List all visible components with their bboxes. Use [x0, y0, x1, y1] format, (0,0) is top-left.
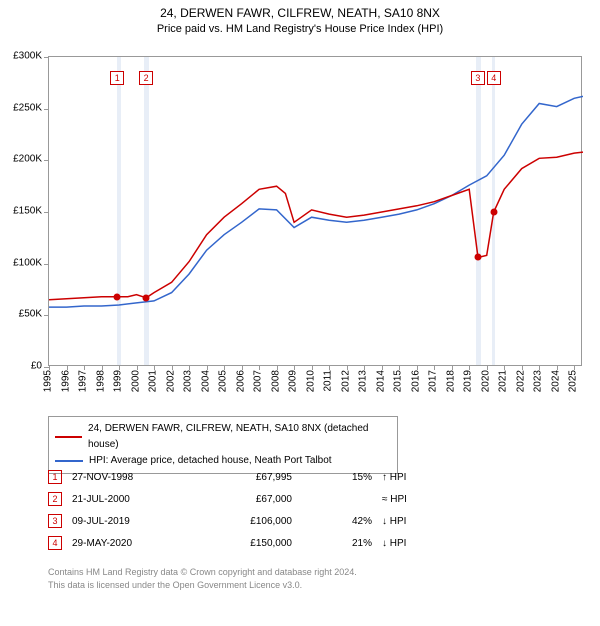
- row-marker: 2: [48, 492, 62, 506]
- table-row: 4 29-MAY-2020 £150,000 21% ↓ HPI: [48, 532, 422, 554]
- transaction-price: £106,000: [202, 516, 292, 527]
- y-axis-label: £100K: [0, 257, 42, 268]
- footnote-line-1: Contains HM Land Registry data © Crown c…: [48, 566, 357, 579]
- x-axis-label: 2005: [218, 370, 229, 392]
- transaction-price: £67,995: [202, 472, 292, 483]
- x-axis-label: 2024: [550, 370, 561, 392]
- x-axis-label: 2016: [410, 370, 421, 392]
- chart-marker: 4: [487, 71, 501, 85]
- transaction-date: 27-NOV-1998: [72, 472, 192, 483]
- y-axis-label: £300K: [0, 51, 42, 62]
- chart-marker: 2: [139, 71, 153, 85]
- x-axis-label: 2025: [568, 370, 579, 392]
- legend-item: 24, DERWEN FAWR, CILFREW, NEATH, SA10 8N…: [55, 421, 391, 453]
- chart-marker: 3: [471, 71, 485, 85]
- x-axis-label: 2021: [498, 370, 509, 392]
- legend-swatch: [55, 460, 83, 462]
- hpi-line: [49, 96, 583, 307]
- x-axis-label: 2023: [533, 370, 544, 392]
- legend-swatch: [55, 436, 82, 438]
- table-row: 2 21-JUL-2000 £67,000 ≈ HPI: [48, 488, 422, 510]
- x-axis-label: 2010: [305, 370, 316, 392]
- x-axis-label: 2022: [515, 370, 526, 392]
- chart-title: 24, DERWEN FAWR, CILFREW, NEATH, SA10 8N…: [0, 6, 600, 20]
- x-axis-label: 2004: [200, 370, 211, 392]
- x-axis-label: 2012: [340, 370, 351, 392]
- x-axis-label: 1997: [78, 370, 89, 392]
- transaction-price: £67,000: [202, 494, 292, 505]
- transaction-date: 29-MAY-2020: [72, 538, 192, 549]
- x-axis-label: 2000: [130, 370, 141, 392]
- x-axis-label: 2018: [445, 370, 456, 392]
- y-axis-label: £50K: [0, 309, 42, 320]
- chart-area: 1 2 34: [48, 56, 582, 366]
- transaction-pct: 21%: [302, 538, 372, 549]
- legend-label: 24, DERWEN FAWR, CILFREW, NEATH, SA10 8N…: [88, 421, 391, 453]
- x-axis-label: 2006: [235, 370, 246, 392]
- x-axis-label: 1998: [95, 370, 106, 392]
- x-axis-label: 2009: [288, 370, 299, 392]
- chart-subtitle: Price paid vs. HM Land Registry's House …: [0, 23, 600, 35]
- y-axis-label: £0: [0, 361, 42, 372]
- x-axis-label: 2019: [463, 370, 474, 392]
- x-axis-label: 2017: [428, 370, 439, 392]
- data-point: [114, 293, 121, 300]
- transaction-vs-hpi: ↑ HPI: [382, 472, 422, 483]
- transaction-vs-hpi: ≈ HPI: [382, 494, 422, 505]
- data-point: [143, 294, 150, 301]
- transaction-vs-hpi: ↓ HPI: [382, 516, 422, 527]
- row-marker: 1: [48, 470, 62, 484]
- transaction-vs-hpi: ↓ HPI: [382, 538, 422, 549]
- chart-marker: 1: [110, 71, 124, 85]
- row-marker: 3: [48, 514, 62, 528]
- transaction-date: 21-JUL-2000: [72, 494, 192, 505]
- x-axis-label: 1995: [43, 370, 54, 392]
- x-axis-label: 2013: [358, 370, 369, 392]
- transaction-price: £150,000: [202, 538, 292, 549]
- x-axis-label: 2008: [270, 370, 281, 392]
- x-axis-label: 2002: [165, 370, 176, 392]
- data-point: [490, 209, 497, 216]
- data-point: [474, 254, 481, 261]
- transactions-table: 1 27-NOV-1998 £67,995 15% ↑ HPI 2 21-JUL-2000 £…: [48, 466, 422, 554]
- y-axis-label: £150K: [0, 206, 42, 217]
- property-line: [49, 152, 583, 300]
- y-axis-label: £250K: [0, 102, 42, 113]
- x-axis-label: 2020: [480, 370, 491, 392]
- transaction-date: 09-JUL-2019: [72, 516, 192, 527]
- x-axis-label: 1996: [60, 370, 71, 392]
- transaction-pct: 15%: [302, 472, 372, 483]
- y-axis-label: £200K: [0, 154, 42, 165]
- x-axis-label: 2003: [183, 370, 194, 392]
- chart-svg: [49, 57, 583, 367]
- x-axis-label: 2011: [323, 370, 334, 392]
- table-row: 3 09-JUL-2019 £106,000 42% ↓ HPI: [48, 510, 422, 532]
- footnote: Contains HM Land Registry data © Crown c…: [48, 566, 357, 592]
- x-axis-label: 2014: [375, 370, 386, 392]
- x-axis-label: 2007: [253, 370, 264, 392]
- footnote-line-2: This data is licensed under the Open Gov…: [48, 579, 357, 592]
- x-axis-label: 1999: [113, 370, 124, 392]
- row-marker: 4: [48, 536, 62, 550]
- x-axis-label: 2001: [148, 370, 159, 392]
- x-axis-label: 2015: [393, 370, 404, 392]
- table-row: 1 27-NOV-1998 £67,995 15% ↑ HPI: [48, 466, 422, 488]
- transaction-pct: 42%: [302, 516, 372, 527]
